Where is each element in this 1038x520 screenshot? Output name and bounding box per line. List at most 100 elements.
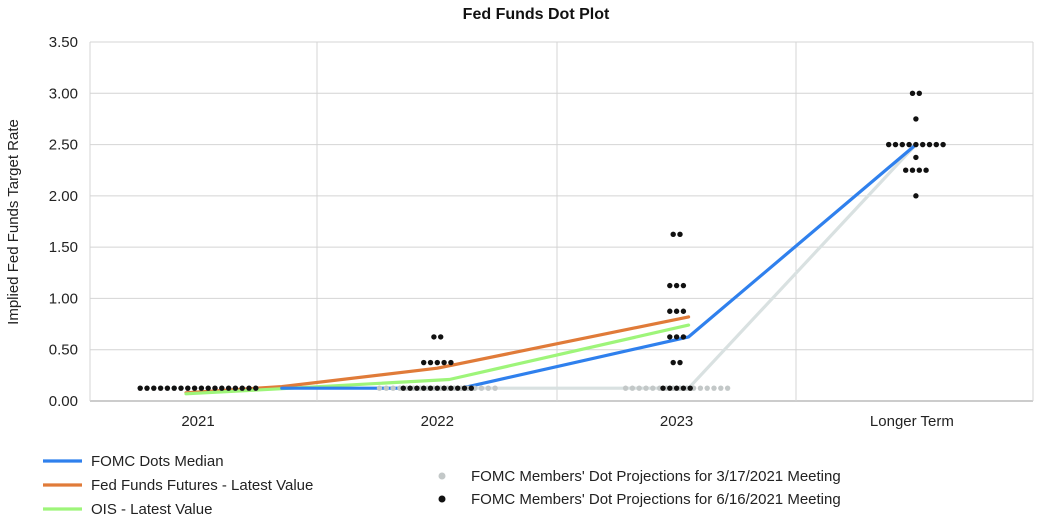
dot-june-meeting [232, 385, 239, 391]
dot-june-meeting [151, 385, 157, 391]
dot-march-meeting [636, 385, 642, 391]
legend-label: Fed Funds Futures - Latest Value [91, 477, 313, 494]
dot-june-meeting [434, 385, 440, 391]
dot-june-meeting [916, 167, 922, 173]
dot-june-meeting [680, 385, 687, 391]
dot-june-meeting [407, 385, 413, 391]
dot-june-meeting [185, 385, 191, 391]
dot-march-meeting [376, 385, 383, 391]
y-tick-label: 3.00 [49, 85, 78, 102]
dot-june-meeting [253, 385, 259, 391]
dot-june-meeting [171, 385, 177, 391]
dot-march-meeting [390, 385, 396, 391]
dot-june-meeting [667, 334, 673, 340]
legend-label: FOMC Members' Dot Projections for 6/16/2… [471, 491, 841, 508]
dot-june-meeting [660, 385, 666, 391]
dot-june-meeting [157, 385, 164, 391]
dot-june-meeting [673, 282, 680, 289]
grid-lines [89, 41, 1034, 402]
legend-label: OIS - Latest Value [91, 501, 212, 518]
y-axis-ticks: 0.00 0.50 1.00 1.50 2.00 2.50 3.00 3.50 [49, 34, 78, 410]
series-lines [184, 143, 918, 396]
dot-june-meeting [434, 359, 440, 366]
dot-june-meeting [414, 385, 420, 391]
dot-march-meeting [485, 385, 491, 391]
dot-june-meeting [886, 141, 892, 148]
dot-june-meeting [225, 385, 232, 391]
x-tick-label: 2022 [421, 413, 454, 430]
dot-june-meeting [673, 308, 680, 314]
dot-march-meeting [492, 385, 498, 391]
legend: FOMC Dots Median Fed Funds Futures - Late… [43, 453, 841, 518]
dot-june-meeting [421, 359, 427, 366]
y-tick-label: 3.50 [49, 34, 78, 51]
dot-june-meeting [144, 385, 150, 391]
dot-june-meeting [903, 167, 909, 173]
dot-june-meeting [137, 385, 143, 391]
dot-june-meeting [670, 231, 676, 238]
dot-june-meeting [448, 385, 454, 391]
dot-june-meeting [913, 154, 919, 161]
dot-june-meeting [673, 334, 680, 340]
dot-june-meeting [680, 308, 687, 314]
y-tick-label: 2.00 [49, 188, 78, 205]
dot-june-meeting [219, 385, 225, 391]
dot-june-meeting [191, 385, 198, 391]
dot-june-meeting [906, 141, 912, 148]
dot-june-meeting [427, 359, 434, 366]
dot-june-meeting [448, 359, 454, 366]
y-tick-label: 1.50 [49, 239, 78, 256]
dot-june-meeting [920, 141, 926, 148]
dot-june-meeting [687, 385, 693, 391]
dot-march-meeting [724, 385, 731, 391]
x-tick-label: 2023 [660, 413, 693, 430]
dot-june-meeting [441, 359, 447, 366]
y-axis-label: Implied Fed Funds Target Rate [5, 119, 22, 325]
x-axis-ticks: 2021 2022 2023 Longer Term [181, 413, 954, 430]
dot-june-meeting [212, 385, 218, 391]
dot-march-meeting [622, 385, 629, 391]
dot-june-meeting [178, 385, 184, 391]
dot-june-meeting [916, 90, 922, 96]
dot-march-meeting [629, 385, 636, 391]
dot-march-meeting [697, 385, 704, 391]
dot-june-meeting [427, 385, 434, 391]
dot-june-meeting [913, 193, 919, 199]
dot-june-meeting [680, 282, 687, 289]
chart-title: Fed Funds Dot Plot [463, 6, 610, 23]
dot-june-meeting [441, 385, 447, 391]
dot-march-meeting [478, 385, 485, 391]
dot-march-meeting [718, 385, 724, 391]
y-tick-label: 0.50 [49, 342, 78, 359]
dot-june-meeting [913, 141, 919, 148]
dot-june-meeting [455, 385, 461, 391]
dot-june-meeting [909, 90, 916, 96]
dot-june-meeting [673, 385, 680, 391]
dot-june-meeting [923, 167, 929, 173]
dot-june-meeting [164, 385, 171, 391]
dot-june-meeting [239, 385, 245, 391]
y-tick-label: 0.00 [49, 393, 78, 410]
dot-march-meeting [711, 385, 717, 391]
dot-june-meeting [246, 385, 252, 391]
legend-dot-swatch [438, 495, 446, 503]
dot-march-meeting [383, 385, 389, 391]
dot-june-meeting [438, 334, 444, 340]
dot-june-meeting [670, 359, 676, 366]
dot-projections [137, 90, 946, 391]
dot-june-meeting [468, 385, 474, 391]
dot-june-meeting [677, 231, 683, 238]
dot-june-meeting [400, 385, 406, 391]
x-tick-label: 2021 [181, 413, 214, 430]
dot-june-meeting [421, 385, 427, 391]
dot-june-meeting [667, 282, 673, 289]
y-tick-label: 2.50 [49, 137, 78, 154]
dot-june-meeting [198, 385, 205, 391]
dot-june-meeting [461, 385, 468, 391]
dot-june-meeting [667, 308, 673, 314]
dot-june-meeting [909, 167, 916, 173]
legend-label: FOMC Dots Median [91, 453, 224, 470]
series-line [184, 323, 691, 396]
dot-june-meeting [926, 141, 933, 148]
